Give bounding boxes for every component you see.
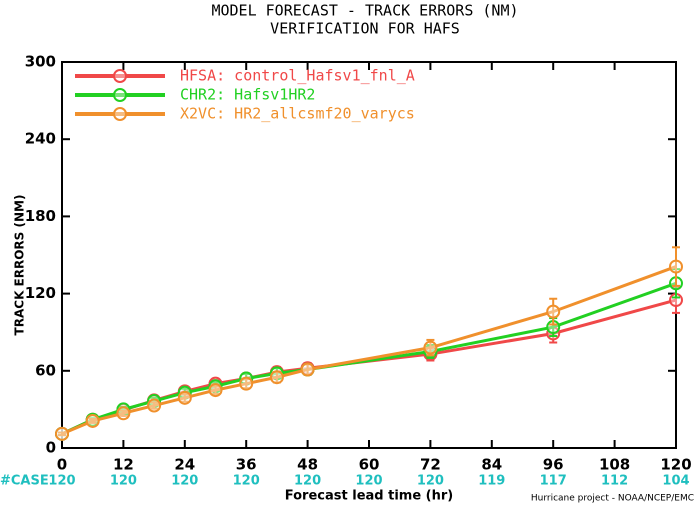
x-tick-label: 72 (420, 456, 441, 474)
marker (239, 376, 254, 391)
marker (177, 390, 192, 405)
case-count: 120 (294, 474, 321, 489)
legend-marker (113, 69, 127, 83)
case-label: #CASE (0, 474, 49, 489)
x-tick-label: 36 (236, 456, 257, 474)
marker (300, 362, 315, 377)
case-count: 112 (601, 474, 628, 489)
footer: Hurricane project - NOAA/NCEP/EMC (531, 494, 694, 504)
y-tick-label: 0 (46, 439, 56, 457)
y-axis-label: TRACK ERRORS (NM) (13, 195, 27, 336)
y-tick-label: 240 (25, 130, 56, 148)
x-tick-label: 24 (174, 456, 195, 474)
y-tick-label: 300 (25, 53, 56, 71)
x-tick-label: 48 (297, 456, 318, 474)
y-tick-label: 180 (25, 207, 56, 225)
case-count: 120 (110, 474, 137, 489)
chart-title: MODEL FORECAST - TRACK ERRORS (NM) (211, 2, 518, 20)
case-count: 104 (662, 474, 689, 489)
case-count: 120 (355, 474, 382, 489)
marker (85, 413, 100, 428)
y-tick-label: 60 (35, 361, 56, 379)
marker (269, 370, 284, 385)
marker (546, 304, 561, 319)
marker (208, 383, 223, 398)
x-tick-label: 108 (599, 456, 630, 474)
x-axis-label: Forecast lead time (hr) (285, 489, 453, 504)
x-tick-label: 84 (481, 456, 502, 474)
series-line (61, 298, 677, 436)
legend-label: CHR2: Hafsv1HR2 (180, 86, 315, 104)
x-tick-label: 60 (359, 456, 380, 474)
x-tick-label: 12 (113, 456, 134, 474)
y-tick-label: 120 (25, 284, 56, 302)
legend-label: X2VC: HR2_allcsmf20_varycs (180, 105, 415, 123)
legend-marker (113, 107, 127, 121)
marker (55, 426, 69, 441)
legend-marker (113, 88, 127, 102)
x-tick-label: 96 (543, 456, 564, 474)
case-count: 117 (540, 474, 567, 489)
chart-subtitle: VERIFICATION FOR HAFS (270, 20, 460, 38)
marker (423, 340, 438, 355)
case-count: 120 (233, 474, 260, 489)
x-tick-label: 0 (57, 456, 67, 474)
x-tick-label: 120 (660, 456, 691, 474)
case-count: 120 (171, 474, 198, 489)
marker (669, 259, 683, 274)
marker (147, 398, 162, 413)
marker (116, 406, 131, 421)
case-count: 120 (48, 474, 75, 489)
case-count: 120 (417, 474, 444, 489)
legend-label: HFSA: control_Hafsv1_fnl_A (180, 67, 415, 85)
case-count: 119 (478, 474, 505, 489)
